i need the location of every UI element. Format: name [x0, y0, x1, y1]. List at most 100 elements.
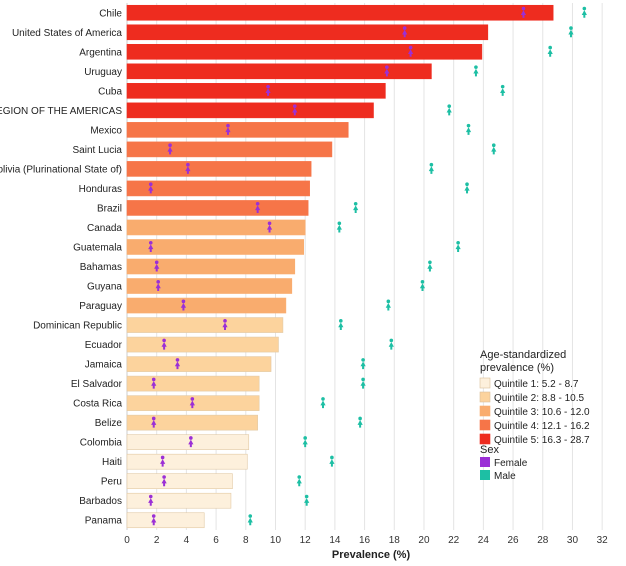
bar [126, 297, 287, 314]
category-label: Chile [99, 8, 122, 19]
male-marker [547, 45, 553, 57]
male-marker [491, 143, 497, 155]
legend-quintile-label: Quintile 4: 12.1 - 16.2 [494, 421, 590, 432]
male-marker [329, 455, 335, 467]
bar [126, 434, 250, 450]
category-label: REGION OF THE AMERICAS [0, 106, 122, 117]
female-marker [151, 377, 157, 389]
category-label: Haiti [102, 457, 122, 468]
x-tick-label: 14 [329, 535, 341, 546]
category-label: Colombia [80, 438, 123, 449]
legend-sex-swatch [480, 457, 490, 467]
x-tick-label: 28 [537, 535, 549, 546]
female-marker [154, 260, 160, 272]
category-label: Honduras [79, 184, 122, 195]
category-label: Argentina [79, 47, 122, 58]
category-label: Brazil [97, 203, 122, 214]
legend-swatch [479, 419, 491, 431]
bar [126, 453, 248, 470]
x-tick-label: 30 [567, 535, 579, 546]
male-marker [353, 201, 359, 213]
legend-quintile-label: Quintile 1: 5.2 - 8.7 [494, 379, 579, 390]
legend-sex-label: Female [494, 458, 528, 469]
legend-sex-label: Male [494, 471, 516, 482]
female-marker [255, 201, 261, 213]
female-marker [155, 280, 161, 292]
legend: Age-standardized prevalence (%) Quintile… [479, 349, 590, 482]
category-label: Jamaica [85, 360, 123, 371]
x-tick-label: 2 [154, 535, 160, 546]
category-label: Bolivia (Plurinational State of) [0, 164, 122, 175]
category-label: Dominican Republic [33, 321, 122, 332]
category-label: Guyana [87, 282, 122, 293]
male-marker [446, 104, 452, 116]
category-label: Costa Rica [73, 399, 122, 410]
male-marker [581, 6, 587, 18]
bar [126, 102, 374, 119]
female-marker [148, 494, 154, 506]
male-marker [296, 475, 302, 487]
bar [126, 473, 233, 490]
bar [126, 492, 232, 509]
male-marker [336, 221, 342, 233]
male-marker [427, 260, 433, 272]
category-label: Ecuador [85, 340, 123, 351]
legend-quintiles: Quintile 1: 5.2 - 8.7 Quintile 2: 8.8 - 1… [479, 377, 590, 446]
male-marker [338, 319, 344, 331]
category-label: United States of America [12, 28, 122, 39]
x-tick-label: 16 [359, 535, 371, 546]
male-marker [360, 358, 366, 370]
female-marker [222, 319, 228, 331]
male-marker [304, 494, 310, 506]
x-tick-label: 20 [418, 535, 430, 546]
male-marker [320, 397, 326, 409]
bar [126, 122, 349, 138]
female-marker [188, 436, 194, 448]
x-tick-label: 10 [270, 535, 282, 546]
x-tick-label: 8 [243, 535, 249, 546]
legend-quintile-label: Quintile 3: 10.6 - 12.0 [494, 407, 590, 418]
male-marker [464, 182, 470, 194]
bar [126, 141, 333, 158]
legend-swatch [479, 433, 491, 445]
male-markers [247, 6, 587, 526]
male-marker [419, 280, 426, 292]
male-marker [302, 436, 308, 448]
female-marker [266, 221, 273, 233]
category-label: Uruguay [84, 67, 122, 78]
female-marker [189, 397, 195, 409]
female-marker [148, 240, 154, 252]
legend-swatch [479, 377, 491, 389]
legend-sex-swatch [480, 470, 490, 480]
male-marker [568, 26, 574, 38]
male-marker [385, 299, 391, 311]
legend-title-line2: prevalence (%) [480, 362, 554, 374]
female-marker [384, 65, 390, 77]
category-label: El Salvador [71, 379, 123, 390]
bar [126, 180, 310, 197]
male-marker [500, 84, 506, 96]
x-tick-label: 12 [300, 535, 312, 546]
female-marker [174, 358, 181, 370]
female-marker [292, 104, 298, 116]
category-label: Bahamas [80, 262, 122, 273]
bar [126, 43, 483, 60]
legend-title-line1: Age-standardized [480, 349, 566, 361]
female-marker [520, 6, 527, 18]
x-tick-label: 24 [478, 535, 490, 546]
male-marker [357, 416, 363, 428]
category-label: Saint Lucia [73, 145, 123, 156]
male-marker [247, 514, 253, 526]
female-marker [160, 455, 166, 467]
bar [126, 200, 309, 216]
bars [126, 4, 554, 529]
female-marker [151, 514, 157, 526]
bar [126, 317, 284, 333]
x-tick-labels: 0 2 4 6 8 10 12 14 16 18 20 22 24 26 28 30 32 [124, 535, 608, 546]
category-label: Panama [85, 516, 123, 527]
bar [126, 24, 489, 41]
category-label: Canada [87, 223, 122, 234]
legend-quintile-label: Quintile 5: 16.3 - 28.7 [494, 435, 590, 446]
male-marker [360, 377, 366, 389]
